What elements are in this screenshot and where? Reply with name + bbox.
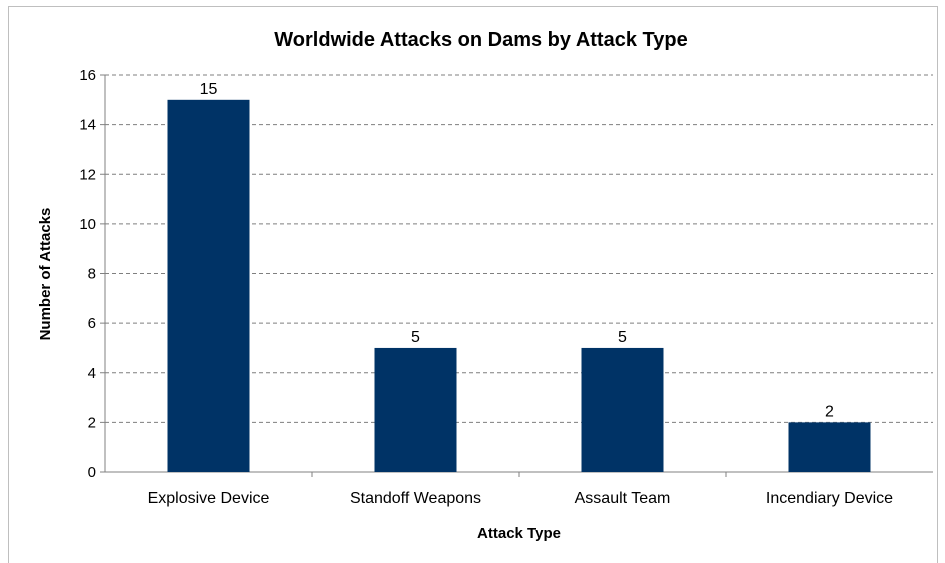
chart-frame (8, 6, 938, 563)
x-category-labels: Explosive Device Standoff Weapons Assault … (148, 490, 894, 507)
x-category-label: Incendiary Device (766, 490, 893, 507)
x-category-label: Assault Team (575, 490, 671, 507)
y-tick-label: 10 (79, 216, 96, 233)
y-tick-label: 0 (88, 464, 96, 481)
bar (788, 422, 871, 472)
x-category-label: Standoff Weapons (350, 490, 481, 507)
y-tick-label: 4 (88, 365, 96, 382)
bars (167, 99, 871, 472)
data-label: 5 (618, 329, 627, 346)
bar (581, 347, 664, 472)
bar (167, 99, 250, 472)
data-label: 15 (200, 81, 218, 98)
chart-title: Worldwide Attacks on Dams by Attack Type (274, 29, 687, 51)
data-labels: 15 5 5 2 (200, 81, 834, 421)
y-tick-label: 12 (79, 166, 96, 183)
x-category-label: Explosive Device (148, 490, 270, 507)
y-tick-label: 16 (79, 67, 96, 84)
y-tick-labels: 0 2 4 6 8 10 12 14 16 (79, 67, 96, 481)
x-axis-title: Attack Type (477, 525, 561, 542)
bar (374, 347, 457, 472)
data-label: 2 (825, 403, 834, 420)
data-label: 5 (411, 329, 420, 346)
y-tick-label: 8 (88, 266, 96, 283)
y-tick-label: 6 (88, 315, 96, 332)
y-tick-label: 2 (88, 414, 96, 431)
y-tick-label: 14 (79, 117, 96, 134)
y-axis-title: Number of Attacks (37, 208, 54, 341)
